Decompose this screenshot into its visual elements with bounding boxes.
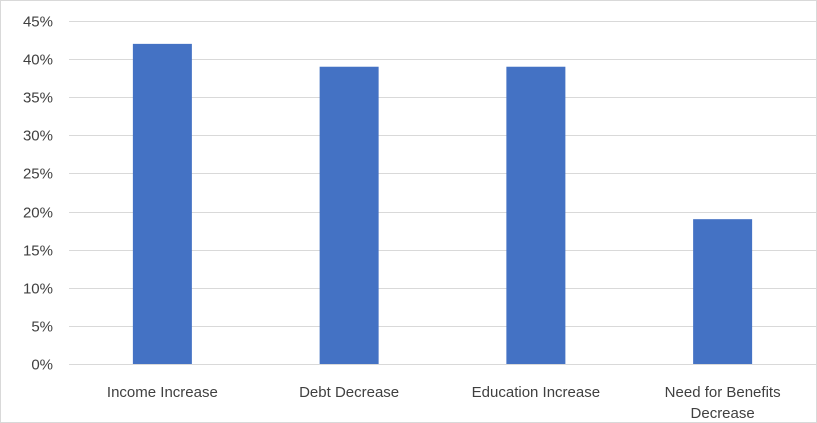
y-tick-label: 45% [23, 14, 53, 31]
y-tick-label: 0% [31, 357, 53, 374]
x-tick-label: Need for Benefits Decrease [665, 384, 781, 422]
bar [693, 219, 753, 364]
y-tick-label: 20% [23, 205, 53, 222]
bar [506, 66, 566, 364]
y-tick-label: 30% [23, 128, 53, 145]
y-tick-label: 25% [23, 166, 53, 183]
bars [132, 43, 753, 364]
y-tick-label: 5% [31, 319, 53, 336]
x-tick-label: Income Increase [107, 384, 218, 401]
y-tick-label: 35% [23, 90, 53, 107]
x-axis-tick-labels: Income Increase Debt Decrease Education In… [107, 384, 781, 422]
y-axis-tick-labels: 0% 5% 10% 15% 20% 25% 30% 35% 40% 45% [23, 14, 53, 374]
bar [319, 66, 379, 364]
x-tick-label: Debt Decrease [299, 384, 399, 401]
bar [132, 43, 192, 364]
y-tick-label: 40% [23, 52, 53, 69]
x-tick-label: Education Increase [472, 384, 600, 401]
y-tick-label: 10% [23, 281, 53, 298]
y-tick-label: 15% [23, 243, 53, 260]
gridlines [69, 21, 816, 327]
